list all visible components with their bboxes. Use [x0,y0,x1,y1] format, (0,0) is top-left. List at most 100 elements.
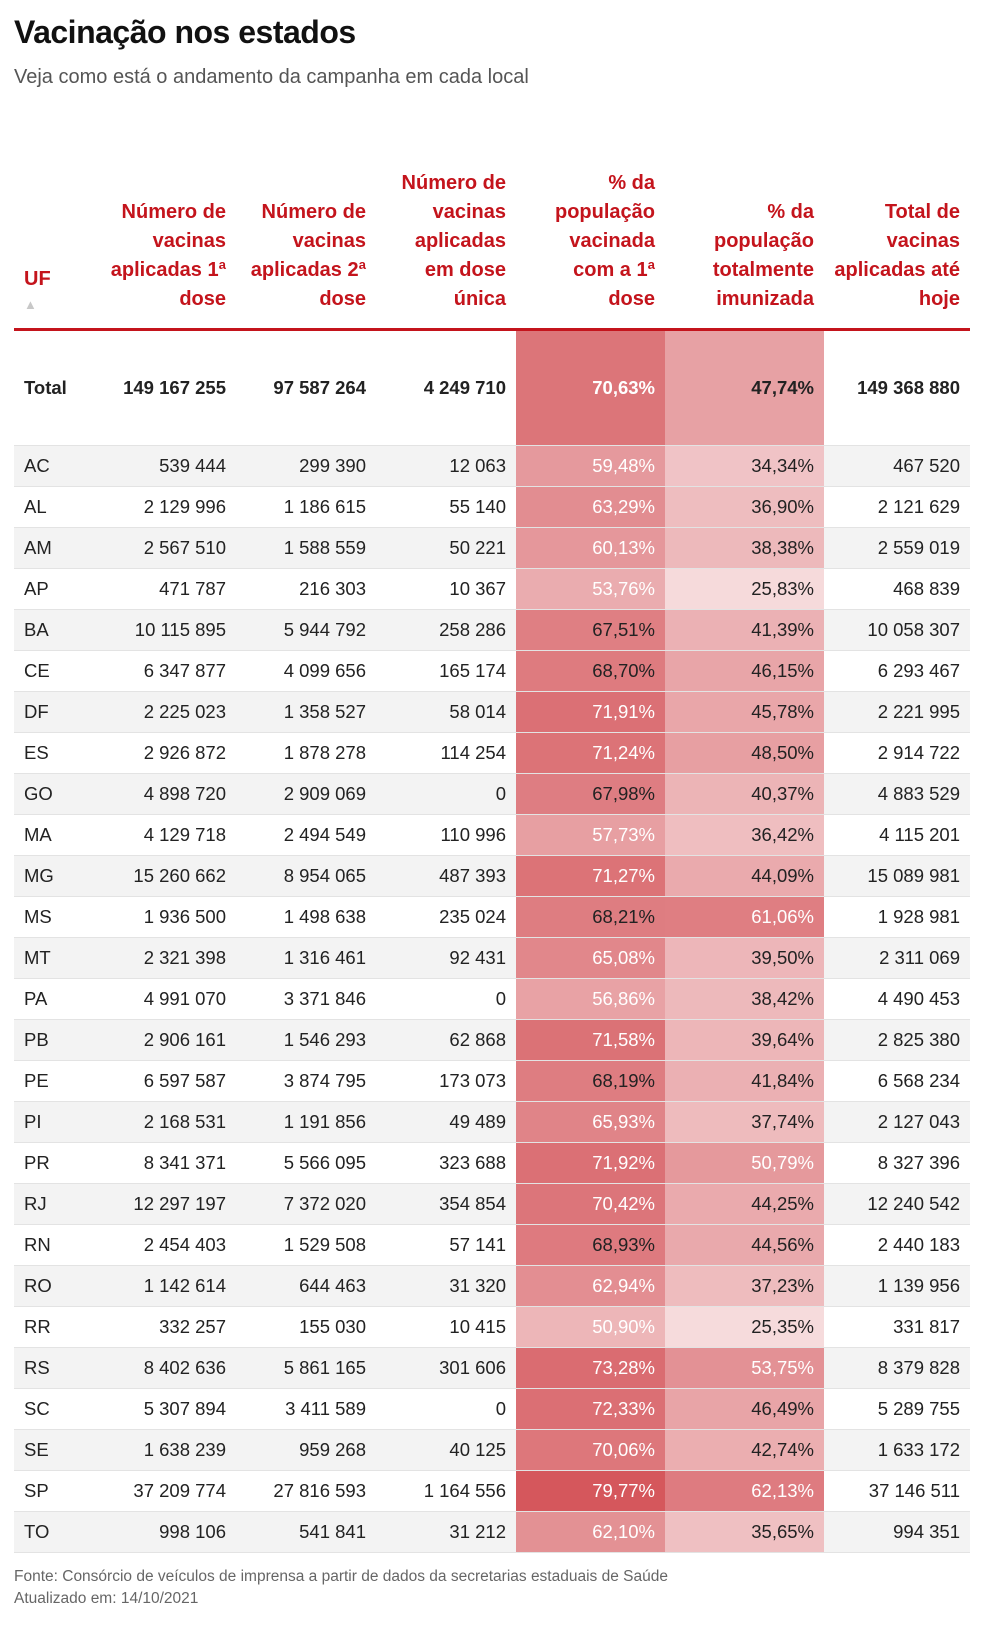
pct-immunized-cell: 35,65% [665,1511,824,1553]
table-row: RO 1 142 614 644 463 31 320 62,94% 37,23% 1 13… [14,1265,970,1307]
state-uf-cell: MA [14,814,96,856]
first-dose-cell: 6 597 587 [96,1060,236,1102]
total-pct-immunized: 47,74% [665,329,824,446]
single-dose-cell: 55 140 [376,486,516,528]
state-uf-cell: SE [14,1429,96,1471]
pct-first-dose-cell: 71,24% [516,732,665,774]
pct-first-dose-cell: 67,98% [516,773,665,815]
pct-first-dose-cell: 71,91% [516,691,665,733]
state-uf-cell: PA [14,978,96,1020]
table-row: TO 998 106 541 841 31 212 62,10% 35,65% 994 35… [14,1511,970,1553]
table-row: SC 5 307 894 3 411 589 0 72,33% 46,49% 5 289 7… [14,1388,970,1430]
pct-first-dose-cell: 59,48% [516,445,665,487]
pct-first-dose-cell: 62,10% [516,1511,665,1553]
first-dose-cell: 8 402 636 [96,1347,236,1389]
total-vaccines-cell: 467 520 [824,445,970,487]
column-header-label: % da população vacinada com a 1ª dose [554,172,655,310]
chart-subtitle: Veja como está o andamento da campanha e… [14,66,529,88]
table-row: PR 8 341 371 5 566 095 323 688 71,92% 50,79% 8… [14,1142,970,1184]
first-dose-cell: 5 307 894 [96,1388,236,1430]
pct-immunized-cell: 37,74% [665,1101,824,1143]
total-vaccines-cell: 2 914 722 [824,732,970,774]
column-header-single-dose[interactable]: Número de vacinas aplicadas em dose únic… [376,126,516,331]
state-uf-cell: BA [14,609,96,651]
single-dose-cell: 50 221 [376,527,516,569]
total-vaccines-cell: 6 568 234 [824,1060,970,1102]
first-dose-cell: 1 142 614 [96,1265,236,1307]
pct-first-dose-cell: 50,90% [516,1306,665,1348]
column-header-label: Total de vacinas aplicadas até hoje [834,201,960,310]
column-header-pct-first-dose[interactable]: % da população vacinada com a 1ª dose [516,126,665,331]
single-dose-cell: 31 212 [376,1511,516,1553]
total-vaccines-cell: 994 351 [824,1511,970,1553]
total-vaccines-cell: 1 928 981 [824,896,970,938]
sort-arrow-icon[interactable]: ▲ [24,297,37,312]
first-dose-cell: 2 906 161 [96,1019,236,1061]
pct-first-dose-cell: 71,92% [516,1142,665,1184]
first-dose-cell: 12 297 197 [96,1183,236,1225]
first-dose-cell: 2 567 510 [96,527,236,569]
column-header-first-dose[interactable]: Número de vacinas aplicadas 1ª dose [96,126,236,331]
second-dose-cell: 1 358 527 [236,691,376,733]
pct-immunized-cell: 46,15% [665,650,824,692]
pct-first-dose-cell: 57,73% [516,814,665,856]
total-label: Total [14,329,96,446]
first-dose-cell: 10 115 895 [96,609,236,651]
pct-first-dose-cell: 68,70% [516,650,665,692]
pct-immunized-cell: 62,13% [665,1470,824,1512]
pct-first-dose-cell: 53,76% [516,568,665,610]
second-dose-cell: 959 268 [236,1429,376,1471]
updated-note: Atualizado em: 14/10/2021 [14,1590,199,1607]
total-vaccines-cell: 2 221 995 [824,691,970,733]
pct-first-dose-cell: 65,93% [516,1101,665,1143]
single-dose-cell: 173 073 [376,1060,516,1102]
total-single-dose: 4 249 710 [376,329,516,446]
first-dose-cell: 539 444 [96,445,236,487]
single-dose-cell: 235 024 [376,896,516,938]
second-dose-cell: 3 874 795 [236,1060,376,1102]
pct-first-dose-cell: 68,21% [516,896,665,938]
total-vaccines: 149 368 880 [824,329,970,446]
total-vaccines-cell: 37 146 511 [824,1470,970,1512]
second-dose-cell: 1 186 615 [236,486,376,528]
first-dose-cell: 4 129 718 [96,814,236,856]
pct-immunized-cell: 53,75% [665,1347,824,1389]
state-uf-cell: RS [14,1347,96,1389]
column-header-second-dose[interactable]: Número de vacinas aplicadas 2ª dose [236,126,376,331]
pct-first-dose-cell: 71,58% [516,1019,665,1061]
table-row: SP 37 209 774 27 816 593 1 164 556 79,77% 62,… [14,1470,970,1512]
first-dose-cell: 2 321 398 [96,937,236,979]
total-vaccines-cell: 4 490 453 [824,978,970,1020]
table-row: AM 2 567 510 1 588 559 50 221 60,13% 38,38% 2 … [14,527,970,569]
second-dose-cell: 1 498 638 [236,896,376,938]
pct-immunized-cell: 42,74% [665,1429,824,1471]
single-dose-cell: 1 164 556 [376,1470,516,1512]
pct-first-dose-cell: 60,13% [516,527,665,569]
pct-first-dose-cell: 68,19% [516,1060,665,1102]
table-row: MS 1 936 500 1 498 638 235 024 68,21% 61,06% 1… [14,896,970,938]
second-dose-cell: 5 861 165 [236,1347,376,1389]
pct-immunized-cell: 34,34% [665,445,824,487]
pct-first-dose-cell: 67,51% [516,609,665,651]
single-dose-cell: 10 367 [376,568,516,610]
pct-immunized-cell: 40,37% [665,773,824,815]
pct-immunized-cell: 50,79% [665,1142,824,1184]
second-dose-cell: 8 954 065 [236,855,376,897]
single-dose-cell: 0 [376,773,516,815]
first-dose-cell: 4 991 070 [96,978,236,1020]
column-header-uf[interactable]: UF ▲ [14,126,96,331]
first-dose-cell: 998 106 [96,1511,236,1553]
total-vaccines-cell: 2 559 019 [824,527,970,569]
state-uf-cell: SC [14,1388,96,1430]
single-dose-cell: 0 [376,1388,516,1430]
column-header-pct-immunized[interactable]: % da população totalmente imunizada [665,126,824,331]
pct-immunized-cell: 25,83% [665,568,824,610]
total-vaccines-cell: 15 089 981 [824,855,970,897]
second-dose-cell: 1 529 508 [236,1224,376,1266]
state-uf-cell: RR [14,1306,96,1348]
single-dose-cell: 10 415 [376,1306,516,1348]
total-vaccines-cell: 1 633 172 [824,1429,970,1471]
column-header-label: Número de vacinas aplicadas 1ª dose [110,201,226,310]
column-header-total[interactable]: Total de vacinas aplicadas até hoje [824,126,970,331]
